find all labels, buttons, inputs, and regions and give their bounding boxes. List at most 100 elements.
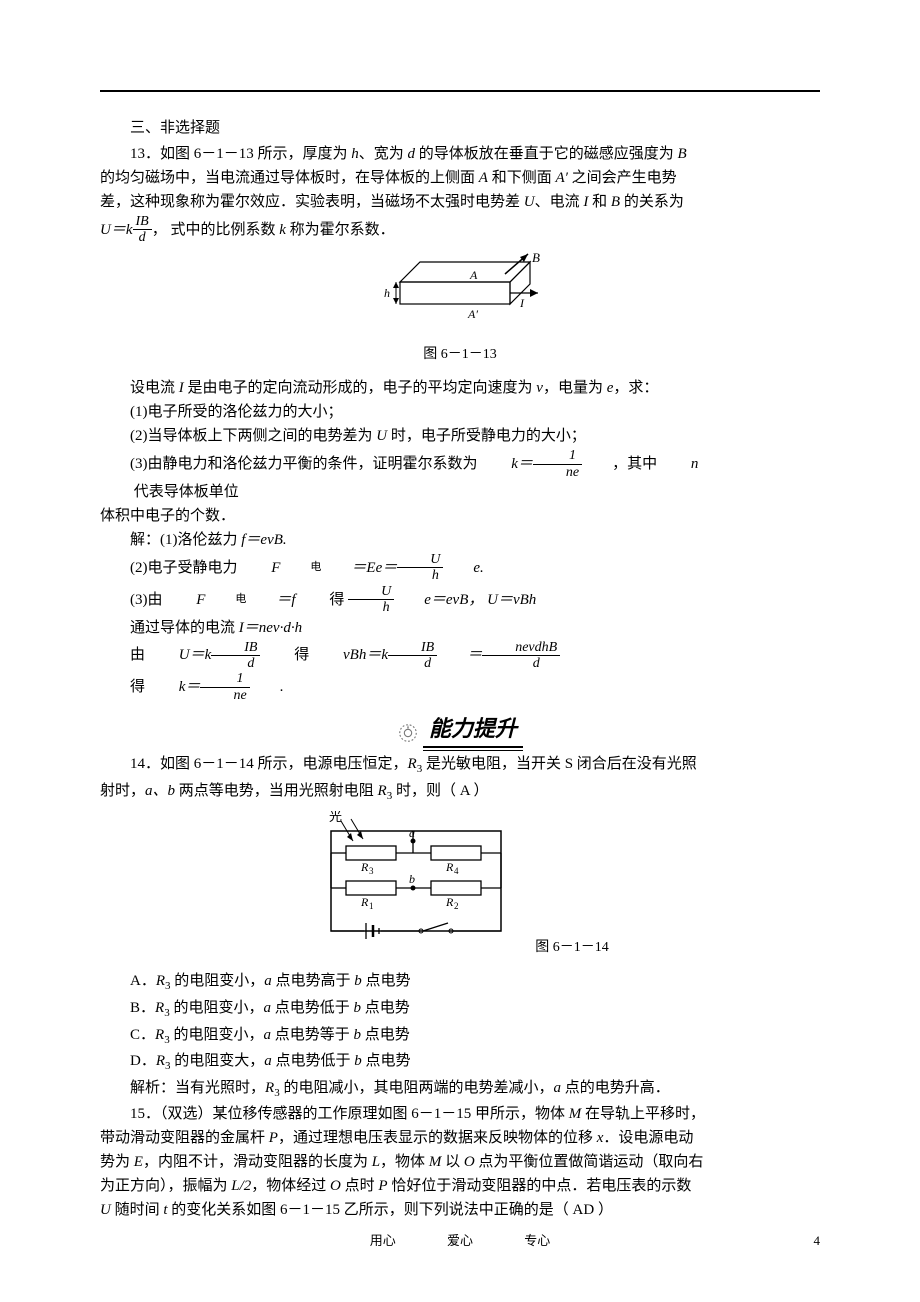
fig-label-R1: R [360, 895, 369, 909]
q13-line2: 的均匀磁场中，当电流通过导体板时，在导体板的上侧面 A 和下侧面 A′ 之间会产… [100, 166, 820, 190]
frac-1-ne-2: 1ne [200, 671, 249, 703]
svg-text:2: 2 [454, 901, 459, 911]
var-P: P [269, 1130, 278, 1146]
frac-den: d [133, 230, 152, 245]
var-b: b [353, 1000, 361, 1016]
opt-letter: B． [130, 1000, 155, 1016]
var-a: a [264, 973, 272, 989]
text: 的导体板放在垂直于它的磁感应强度为 [415, 146, 678, 162]
fig-label-b: b [409, 872, 415, 886]
var-a2: a [553, 1080, 561, 1096]
q14-optC: C．R3 的电阻变小，a 点电势等于 b 点电势 [100, 1023, 820, 1050]
eq: ＝Ee＝ [321, 556, 397, 580]
frac-IB-d: IBd [133, 214, 152, 246]
var-O2: O [330, 1178, 341, 1194]
opt-letter: C． [130, 1027, 155, 1043]
top-rule [100, 90, 820, 92]
q15-line1: 15．（双选）某位移传感器的工作原理如图 6－1－15 甲所示，物体 M 在导轨… [100, 1102, 820, 1126]
text: 为正方向），振幅为 [100, 1178, 231, 1194]
text: 由 [100, 643, 149, 667]
text: ，通过理想电压表显示的数据来反映物体的位移 [278, 1130, 597, 1146]
eq: I＝nev·d·h [239, 620, 302, 636]
text: 13．如图 6－1－13 所示，厚度为 [130, 146, 351, 162]
hall-plate-svg: B A A′ h I [360, 252, 560, 342]
q14-line1: 14．如图 6－1－14 所示，电源电压恒定，R3 是光敏电阻，当开关 S 闭合… [100, 752, 820, 779]
var-k: k [279, 218, 286, 242]
var-Ap: A′ [555, 170, 567, 186]
text: 时，电子所受静电力的大小； [387, 428, 586, 444]
opt-letter: A． [130, 973, 156, 989]
text: 的电阻变小， [171, 973, 265, 989]
frac-num: U [348, 584, 394, 600]
eq-k: k＝ [481, 452, 533, 476]
q13-p1: (1)电子所受的洛伦兹力的大小； [100, 400, 820, 424]
q15-line2: 带动滑动变阻器的金属杆 P，通过理想电压表显示的数据来反映物体的位移 x．设电源… [100, 1126, 820, 1150]
q14-optB: B．R3 的电阻变小，a 点电势低于 b 点电势 [100, 996, 820, 1023]
text: 和 [588, 194, 611, 210]
text: 的电阻变小， [170, 1000, 264, 1016]
text: 得 [260, 643, 313, 667]
footer-word-2: 爱心 [447, 1233, 473, 1248]
sub-dian: 电 [280, 559, 321, 577]
svg-text:3: 3 [369, 866, 374, 876]
fig-label-R2: R [445, 895, 454, 909]
text: ，电量为 [543, 380, 607, 396]
var-P2: P [378, 1178, 387, 1194]
eq: f＝evB. [241, 532, 286, 548]
frac-num: 1 [533, 448, 582, 464]
var-F2: F [166, 588, 205, 612]
text: 是由电子的定向流动形成的，电子的平均定向速度为 [184, 380, 537, 396]
eq: U＝k [149, 643, 212, 667]
page-container: 三、非选择题 13．如图 6－1－13 所示，厚度为 h、宽为 d 的导体板放在… [0, 0, 920, 1282]
text: 的关系为 [620, 194, 684, 210]
frac-num: U [397, 552, 443, 568]
q13-sol3-l2: 通过导体的电流 I＝nev·d·h [100, 616, 820, 640]
var-ab: a、b [145, 783, 175, 799]
text: ，物体经过 [251, 1178, 330, 1194]
frac-den: d [388, 656, 437, 671]
eq-left: U＝k [100, 218, 133, 242]
ability-banner: 能力提升 [100, 711, 820, 748]
text: 点电势 [362, 973, 411, 989]
text: 随时间 [111, 1202, 164, 1218]
fig-label-light: 光 [329, 811, 342, 824]
text: 是光敏电阻，当开关 S 闭合后在没有光照 [422, 756, 697, 772]
q13-sol3-l3: 由 U＝kIBd 得 vBh＝kIBd＝nevdhBd [100, 640, 820, 672]
var-A: A [479, 170, 488, 186]
text: 带动滑动变阻器的金属杆 [100, 1130, 269, 1146]
eq: e. [443, 556, 483, 580]
q14-analysis: 解析：当有光照时，R3 的电阻减小，其电阻两端的电势差减小，a 点的电势升高． [100, 1076, 820, 1103]
q13-sol1: 解：(1)洛伦兹力 f＝evB. [100, 528, 820, 552]
text: 点为平衡位置做简谐运动（取向右 [475, 1154, 704, 1170]
frac-num: nevdhB [482, 640, 560, 656]
var-R: R [155, 1027, 164, 1043]
svg-text:1: 1 [369, 901, 374, 911]
text: 的变化关系如图 6－1－15 乙所示，则下列说法中正确的是（ AD ） [168, 1202, 613, 1218]
var-B2: B [611, 194, 620, 210]
footer-word-3: 专心 [524, 1233, 550, 1248]
figure-6-1-14-caption: 图 6－1－14 [535, 937, 609, 959]
text: 点电势 [361, 1027, 410, 1043]
text: (1)洛伦兹力 [160, 532, 241, 548]
q13-p2: (2)当导体板上下两侧之间的电势差为 U 时，电子所受静电力的大小； [100, 424, 820, 448]
var-O: O [464, 1154, 475, 1170]
footer-word-1: 用心 [370, 1233, 396, 1248]
fig-label-h: h [384, 286, 390, 300]
frac-IB-d-3: IBd [388, 640, 437, 672]
var-d: d [408, 146, 416, 162]
fig-label-a: a [409, 826, 415, 840]
q13-p3-line2: 体积中电子的个数． [100, 504, 820, 528]
text: 点电势 [362, 1053, 411, 1069]
var-L: L [372, 1154, 380, 1170]
var-b: b [353, 1027, 361, 1043]
sub-dian2: 电 [205, 591, 246, 609]
text: 的均匀磁场中，当电流通过导体板时，在导体板的上侧面 [100, 170, 479, 186]
text: 点电势等于 [271, 1027, 354, 1043]
q15-line4: 为正方向），振幅为 L/2，物体经过 O 点时 P 恰好位于滑动变阻器的中点．若… [100, 1174, 820, 1198]
opt-letter: D． [130, 1053, 156, 1069]
var-U: U [524, 194, 535, 210]
var-E: E [134, 1154, 143, 1170]
var-b: b [354, 1053, 362, 1069]
frac-nevdhB-d: nevdhBd [482, 640, 560, 672]
text: 得 [100, 675, 149, 699]
